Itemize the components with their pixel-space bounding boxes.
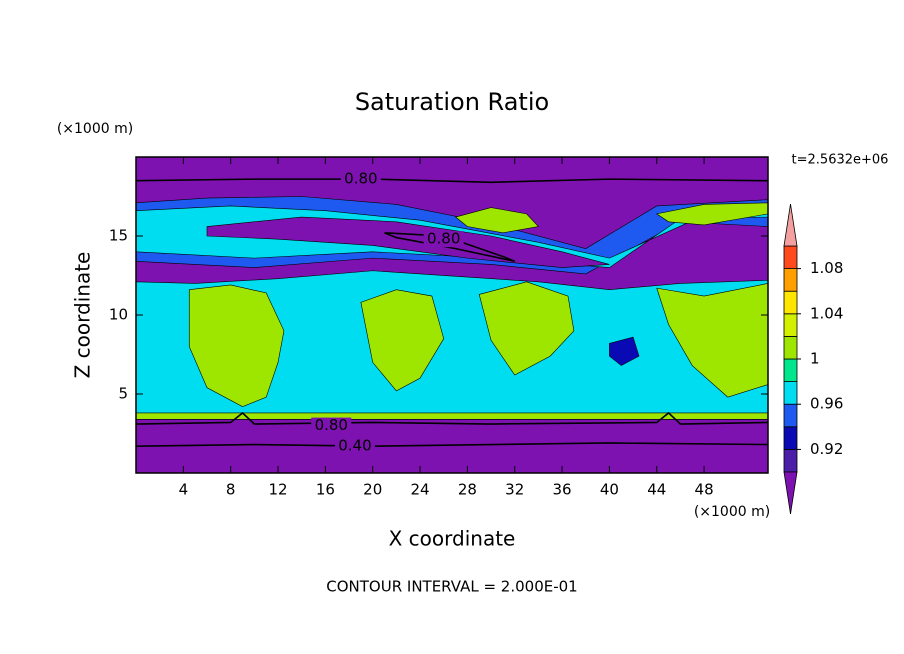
x-tick-label: 24: [410, 481, 429, 499]
y-tick-label: 5: [118, 385, 128, 403]
colorbar-box: [783, 381, 798, 405]
x-tick-label: 40: [600, 481, 619, 499]
x-tick-label: 12: [268, 481, 287, 499]
contour-label: 0.80: [315, 416, 348, 434]
x-tick-label: 16: [316, 481, 335, 499]
filled-region: [656, 283, 768, 398]
x-unit: (×1000 m): [694, 504, 770, 520]
x-tick-label: 36: [553, 481, 572, 499]
y-tick-label: 15: [109, 227, 128, 245]
colorbar-box: [783, 335, 798, 360]
colorbar-box: [783, 448, 798, 473]
colorbar-box: [783, 358, 798, 383]
colorbar-tick-label: 1.04: [810, 304, 843, 322]
colorbar-under: [783, 471, 798, 515]
contour-line: [136, 178, 768, 184]
x-tick-label: 44: [647, 481, 666, 499]
x-tick-label: 48: [695, 481, 714, 499]
colorbar-box: [783, 290, 798, 315]
filled-region: [454, 207, 539, 234]
contour-line: [136, 442, 768, 447]
contour-interval: CONTOUR INTERVAL = 2.000E-01: [326, 578, 577, 596]
contour-label-bg: [340, 171, 381, 188]
colorbar-box: [783, 268, 798, 292]
contour-label-bg: [311, 417, 352, 434]
contour-label-bg: [334, 438, 375, 455]
filled-region: [136, 270, 768, 420]
contour-label: 0.40: [338, 437, 371, 455]
colorbar-box: [783, 426, 798, 450]
colorbar-tick-label: 1: [810, 350, 820, 368]
filled-region: [655, 202, 768, 226]
y-tick-label: 10: [109, 306, 128, 324]
contour-line: [136, 411, 768, 425]
y-axis-label: Z coordinate: [71, 252, 95, 379]
x-tick-label: 8: [226, 481, 236, 499]
x-tick-label: 28: [458, 481, 477, 499]
filled-region: [136, 412, 768, 420]
x-tick-label: 32: [505, 481, 524, 499]
filled-region: [206, 216, 610, 268]
colorbar-tick-label: 1.08: [810, 259, 843, 277]
time-label: t=2.5632e+06: [792, 153, 889, 168]
colorbar-box: [783, 403, 798, 428]
colorbar-tick-label: 0.96: [810, 395, 843, 413]
filled-region: [609, 336, 640, 366]
colorbar-over: [783, 203, 798, 247]
contour-label: 0.80: [427, 230, 460, 248]
x-tick-label: 20: [363, 481, 382, 499]
y-unit: (×1000 m): [57, 121, 133, 137]
x-axis-label: X coordinate: [389, 527, 516, 551]
x-tick-label: 4: [179, 481, 189, 499]
contour-label: 0.80: [344, 170, 377, 188]
filled-region: [188, 284, 285, 407]
contour-field: 0.80 0.80 0.80 0.40: [136, 157, 768, 473]
chart-title: Saturation Ratio: [355, 88, 549, 116]
colorbar-box: [783, 313, 798, 337]
filled-region: [360, 289, 445, 392]
colorbar-tick-label: 0.92: [810, 440, 843, 458]
filled-region: [478, 281, 575, 376]
contour-label-bg: [423, 231, 464, 248]
colorbar-box: [783, 245, 798, 270]
